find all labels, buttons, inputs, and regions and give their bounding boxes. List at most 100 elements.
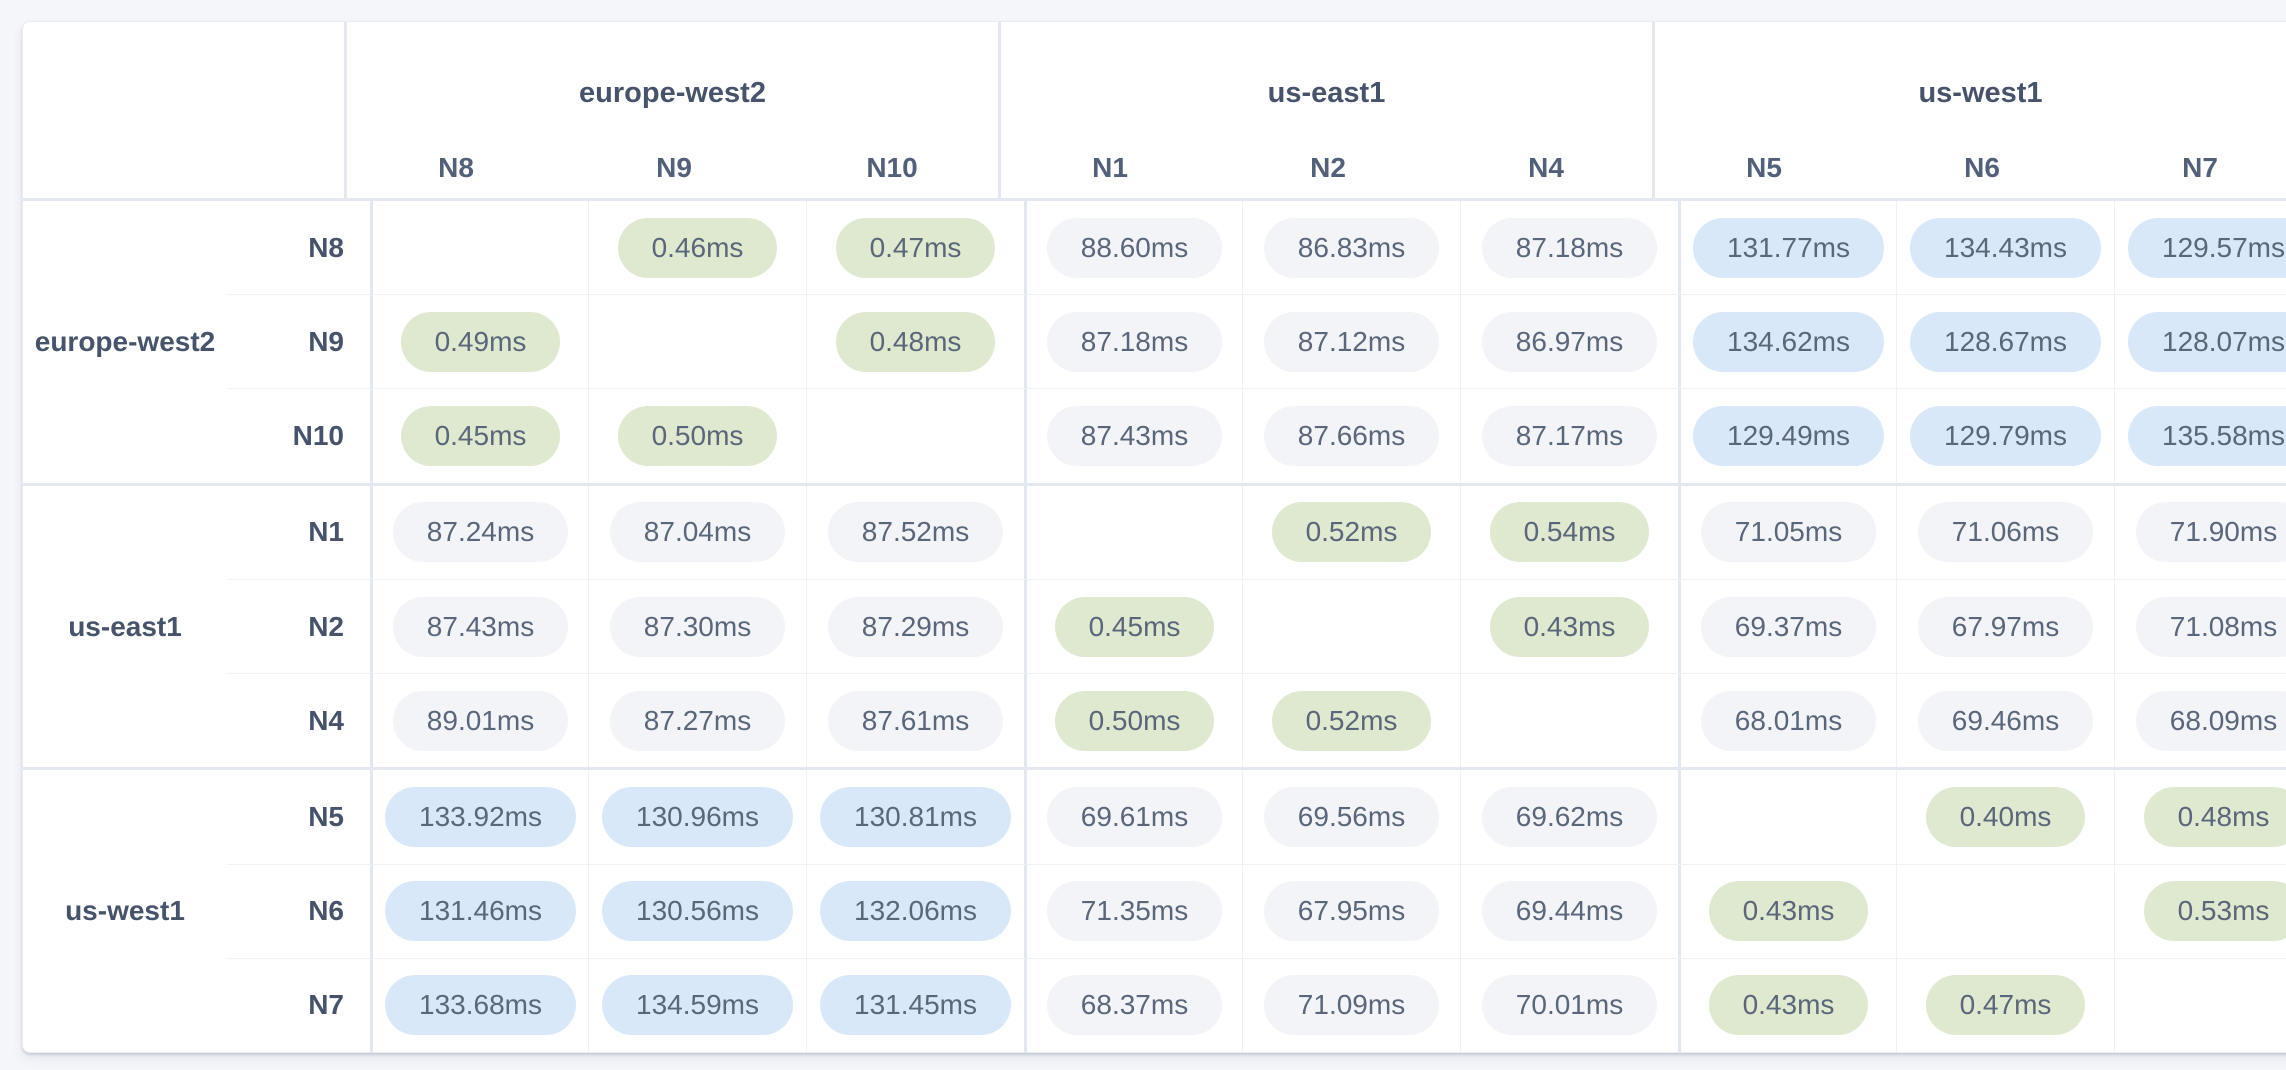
latency-cell: [1024, 485, 1242, 579]
table-row: N7 133.68ms 134.59ms 131.45ms 68.37ms 71.09ms…: [227, 957, 2286, 1052]
latency-cell: 130.56ms: [588, 864, 806, 958]
latency-cell: 71.35ms: [1024, 864, 1242, 958]
latency-pill: 87.43ms: [1046, 406, 1223, 467]
latency-cell: 0.48ms: [2114, 770, 2286, 864]
latency-pill: 87.52ms: [827, 502, 1004, 563]
row-node-label: N6: [308, 895, 344, 927]
latency-pill: 0.52ms: [1271, 690, 1432, 751]
latency-pill: 70.01ms: [1481, 975, 1658, 1036]
column-node-header: N10: [866, 151, 918, 183]
latency-cell: 133.92ms: [370, 770, 588, 864]
latency-pill: 69.62ms: [1481, 786, 1658, 847]
column-node-header: N1: [1092, 151, 1128, 183]
latency-pill: 87.27ms: [609, 690, 786, 751]
latency-cell: 130.96ms: [588, 770, 806, 864]
latency-cell: 128.67ms: [1896, 295, 2114, 389]
column-group-us-west1: us-west1 N5 N6 N7: [1652, 22, 2286, 198]
table-row: N4 89.01ms 87.27ms 87.61ms 0.50ms 0.52ms 68.01…: [227, 673, 2286, 768]
latency-pill: 68.01ms: [1700, 690, 1877, 751]
latency-pill: 87.66ms: [1263, 406, 1440, 467]
latency-cell: 70.01ms: [1460, 958, 1678, 1052]
row-node-label: N7: [308, 989, 344, 1021]
matrix-column-header: europe-west2 N8 N9 N10 us-east1 N1 N2 N4 us-west…: [23, 22, 2286, 201]
latency-cell: [1242, 579, 1460, 674]
latency-pill: 0.50ms: [1054, 690, 1215, 751]
latency-cell: 87.61ms: [806, 674, 1024, 768]
latency-cell: 69.56ms: [1242, 770, 1460, 864]
latency-pill: 133.92ms: [385, 786, 576, 847]
latency-pill: 71.08ms: [2135, 596, 2286, 657]
latency-cell: [806, 389, 1024, 483]
latency-pill: 0.45ms: [1054, 596, 1215, 657]
latency-pill: 71.90ms: [2135, 502, 2286, 563]
latency-cell: 89.01ms: [370, 674, 588, 768]
column-group-region-label: us-east1: [1267, 77, 1386, 109]
latency-cell: [2114, 958, 2286, 1052]
latency-pill: 128.07ms: [2128, 311, 2286, 372]
latency-cell: 71.06ms: [1896, 485, 2114, 579]
latency-cell: 0.45ms: [1024, 579, 1242, 674]
column-node-header-row: N1 N2 N4: [1001, 137, 1652, 198]
latency-cell: 68.01ms: [1678, 674, 1896, 768]
latency-cell: 71.05ms: [1678, 485, 1896, 579]
latency-pill: 87.12ms: [1263, 311, 1440, 372]
latency-pill: 87.18ms: [1046, 311, 1223, 372]
latency-cell: 87.18ms: [1024, 295, 1242, 389]
latency-pill: 0.47ms: [1925, 975, 2086, 1036]
latency-pill: 87.30ms: [609, 596, 786, 657]
row-group-rows: N5 133.92ms 130.96ms 130.81ms 69.61ms 69.56ms…: [227, 770, 2286, 1052]
latency-pill: 0.46ms: [617, 217, 778, 278]
latency-pill: 88.60ms: [1046, 217, 1223, 278]
latency-cell: 87.17ms: [1460, 389, 1678, 483]
column-group-region-label: europe-west2: [579, 77, 766, 109]
latency-pill: 87.43ms: [392, 596, 569, 657]
latency-pill: 69.46ms: [1917, 690, 2094, 751]
row-node-label: N8: [308, 231, 344, 263]
latency-cell: 129.49ms: [1678, 389, 1896, 483]
latency-cell: 71.09ms: [1242, 958, 1460, 1052]
latency-pill: 87.18ms: [1481, 217, 1658, 278]
latency-cell: 128.07ms: [2114, 295, 2286, 389]
latency-cell: 71.08ms: [2114, 579, 2286, 674]
table-row: N2 87.43ms 87.30ms 87.29ms 0.45ms 0.43ms 69.37…: [227, 578, 2286, 674]
latency-cell: 0.49ms: [370, 295, 588, 389]
latency-pill: 69.61ms: [1046, 786, 1223, 847]
latency-pill: 131.46ms: [385, 881, 576, 942]
column-node-header: N5: [1746, 151, 1782, 183]
row-node-label: N10: [292, 420, 344, 452]
latency-cell: [1678, 770, 1896, 864]
latency-cell: 87.29ms: [806, 579, 1024, 674]
latency-pill: 131.77ms: [1693, 217, 1884, 278]
latency-cell: 87.27ms: [588, 674, 806, 768]
row-node-label: N1: [308, 516, 344, 548]
latency-cell: 0.43ms: [1678, 958, 1896, 1052]
latency-cell: 68.09ms: [2114, 674, 2286, 768]
matrix-body: europe-west2 N8 0.46ms 0.47ms 88.60ms 86.83ms…: [23, 201, 2286, 1052]
latency-cell: 87.66ms: [1242, 389, 1460, 483]
latency-pill: 131.45ms: [820, 975, 1011, 1036]
latency-pill: 69.44ms: [1481, 881, 1658, 942]
column-node-header: N8: [438, 151, 474, 183]
row-region-label: europe-west2: [34, 325, 216, 357]
latency-pill: 129.57ms: [2128, 217, 2286, 278]
latency-pill: 0.48ms: [835, 311, 996, 372]
latency-matrix-table: europe-west2 N8 N9 N10 us-east1 N1 N2 N4 us-west…: [22, 21, 2286, 1053]
latency-pill: 69.37ms: [1700, 596, 1877, 657]
latency-cell: 129.79ms: [1896, 389, 2114, 483]
latency-pill: 0.49ms: [400, 311, 561, 372]
latency-cell: 0.43ms: [1678, 864, 1896, 958]
column-node-header-row: N8 N9 N10: [347, 137, 998, 198]
latency-pill: 87.17ms: [1481, 406, 1658, 467]
latency-pill: 0.52ms: [1271, 502, 1432, 563]
latency-cell: 86.97ms: [1460, 295, 1678, 389]
latency-pill: 68.37ms: [1046, 975, 1223, 1036]
latency-pill: 134.43ms: [1910, 217, 2101, 278]
latency-cell: 87.43ms: [1024, 389, 1242, 483]
latency-pill: 69.56ms: [1263, 786, 1440, 847]
latency-cell: 131.45ms: [806, 958, 1024, 1052]
latency-pill: 71.06ms: [1917, 502, 2094, 563]
latency-pill: 129.49ms: [1693, 406, 1884, 467]
table-row: N1 87.24ms 87.04ms 87.52ms 0.52ms 0.54ms 71.05…: [227, 485, 2286, 579]
matrix-corner-cell: [23, 22, 344, 198]
latency-cell: 131.77ms: [1678, 201, 1896, 295]
